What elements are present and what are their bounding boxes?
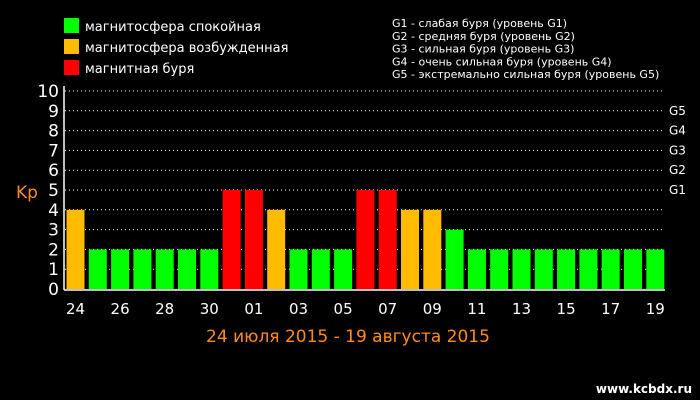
kp-bar: [646, 249, 665, 289]
storm-level-item: G4 - очень сильная буря (уровень G4): [392, 55, 612, 68]
kp-bar: [512, 249, 531, 289]
x-tick-label: 11: [467, 300, 486, 318]
kp-bar: [467, 249, 486, 289]
axes: [63, 86, 665, 291]
kp-bar: [267, 209, 286, 289]
legend-label: магнитная буря: [85, 62, 194, 77]
y-tick-label: 0: [48, 280, 59, 300]
x-tick-label: 28: [155, 300, 174, 318]
kp-bar: [66, 209, 85, 289]
kp-bar: [534, 249, 553, 289]
storm-level-key: G1 - слабая буря (уровень G1)G2 - средня…: [392, 17, 659, 81]
storm-level-item: G3 - сильная буря (уровень G3): [392, 43, 574, 56]
watermark: www.kcbdx.ru: [596, 382, 692, 396]
x-tick-label: 03: [289, 300, 308, 318]
y-axis-label: Kp: [16, 183, 38, 203]
kp-bar: [222, 190, 241, 289]
x-tick-label: 01: [244, 300, 263, 318]
x-tick-label: 15: [557, 300, 576, 318]
kp-bar: [356, 190, 375, 289]
kp-bar: [155, 249, 174, 289]
g-tick-labels: G1 G2 G3 G4 G5: [669, 104, 686, 197]
kp-bar: [423, 209, 442, 289]
y-tick-label: 5: [48, 181, 59, 201]
x-tick-labels: 24 26 28 30 01 03 05 07 09 11 13 15 17 19: [66, 300, 665, 318]
storm-level-item: G1 - слабая буря (уровень G1): [392, 17, 567, 30]
kp-bar: [490, 249, 509, 289]
g-tick-label: G5: [669, 104, 686, 118]
x-tick-label: 05: [334, 300, 353, 318]
y-tick-label: 1: [48, 260, 59, 280]
g-tick-label: G4: [669, 124, 686, 138]
kp-bar: [579, 249, 598, 289]
x-tick-label: 26: [111, 300, 130, 318]
y-tick-label: 9: [48, 102, 59, 122]
kp-bar: [334, 249, 353, 289]
legend-swatch: [64, 18, 79, 33]
kp-bar: [178, 249, 196, 289]
legend-swatch: [64, 39, 79, 54]
storm-level-item: G2 - средняя буря (уровень G2): [392, 30, 575, 43]
y-tick-label: 4: [48, 201, 59, 221]
x-tick-label: 13: [512, 300, 531, 318]
x-tick-label: 24: [66, 300, 85, 318]
kp-bar: [401, 209, 419, 289]
g-tick-label: G2: [669, 163, 686, 177]
kp-bar: [601, 249, 620, 289]
kp-bar: [133, 249, 152, 289]
kp-bar: [445, 229, 464, 289]
g-tick-label: G3: [669, 143, 686, 157]
x-tick-label: 17: [601, 300, 620, 318]
legend: магнитосфера спокойная магнитосфера возбу…: [64, 18, 288, 77]
x-tick-label: 09: [423, 300, 442, 318]
y-tick-label: 2: [48, 240, 59, 260]
kp-bar: [624, 249, 642, 289]
y-tick-label: 3: [48, 221, 59, 241]
y-tick-label: 6: [48, 161, 59, 181]
y-tick-label: 10: [37, 82, 59, 102]
kp-bar: [378, 190, 397, 289]
y-tick-label: 8: [48, 122, 59, 142]
x-tick-label: 07: [378, 300, 397, 318]
g-tick-label: G1: [669, 183, 686, 197]
legend-label: магнитосфера возбужденная: [85, 41, 288, 56]
kp-bar: [311, 249, 330, 289]
kp-bar: [200, 249, 219, 289]
x-tick-label: 19: [646, 300, 665, 318]
x-tick-label: 30: [200, 300, 219, 318]
storm-level-item: G5 - экстремально сильная буря (уровень …: [392, 68, 659, 81]
date-range-subtitle: 24 июля 2015 - 19 августа 2015: [206, 327, 490, 347]
kp-bar: [289, 249, 308, 289]
legend-swatch: [64, 60, 79, 75]
bars: [66, 190, 665, 289]
kp-bar: [88, 249, 107, 289]
kp-bar: [111, 249, 130, 289]
kp-bar: [557, 249, 576, 289]
kp-bar: [244, 190, 263, 289]
y-tick-label: 7: [48, 141, 59, 161]
legend-label: магнитосфера спокойная: [85, 20, 261, 35]
